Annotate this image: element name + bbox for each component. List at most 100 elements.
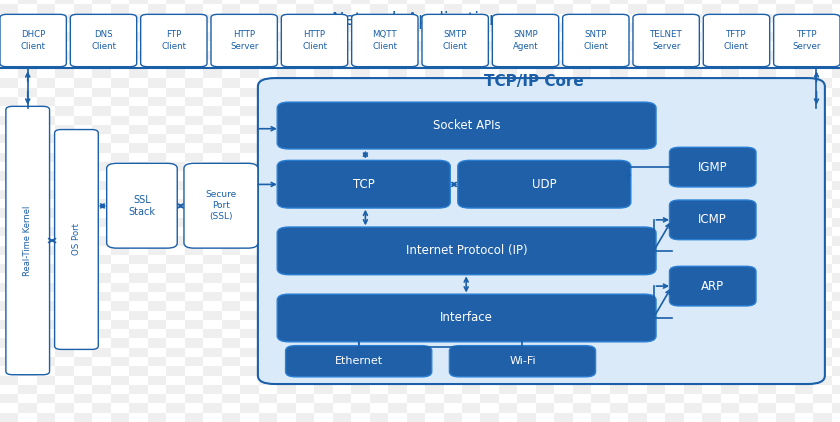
Bar	[425, 292, 444, 301]
Bar	[314, 255, 333, 264]
Bar	[702, 171, 721, 181]
Bar	[333, 394, 351, 403]
Bar	[795, 366, 813, 376]
Bar	[499, 162, 517, 171]
Bar	[203, 69, 222, 78]
Bar	[721, 385, 739, 394]
Bar	[296, 78, 314, 88]
Bar	[628, 78, 647, 88]
Bar	[591, 171, 610, 181]
Bar	[111, 41, 129, 51]
Bar	[739, 134, 758, 143]
Bar	[129, 273, 148, 283]
Bar	[222, 394, 240, 403]
Bar	[185, 134, 203, 143]
Bar	[758, 236, 776, 246]
Bar	[517, 171, 536, 181]
Bar	[776, 357, 795, 366]
Bar	[628, 338, 647, 348]
Bar	[92, 199, 111, 208]
Bar	[684, 366, 702, 376]
Bar	[462, 69, 480, 78]
Bar	[333, 134, 351, 143]
Bar	[480, 246, 499, 255]
Bar	[129, 69, 148, 78]
Bar	[74, 60, 92, 69]
Bar	[499, 218, 517, 227]
Bar	[370, 264, 388, 273]
FancyBboxPatch shape	[71, 14, 137, 67]
Bar	[55, 348, 74, 357]
Bar	[259, 301, 277, 311]
Bar	[55, 181, 74, 190]
Bar	[739, 357, 758, 366]
Bar	[74, 171, 92, 181]
Bar	[610, 69, 628, 78]
Bar	[647, 366, 665, 376]
Bar	[795, 14, 813, 23]
Bar	[647, 14, 665, 23]
Bar	[480, 283, 499, 292]
Bar	[148, 320, 166, 329]
Bar	[739, 320, 758, 329]
Bar	[129, 181, 148, 190]
Bar	[647, 403, 665, 413]
Bar	[203, 32, 222, 41]
Bar	[795, 329, 813, 338]
Bar	[573, 255, 591, 264]
Bar	[665, 246, 684, 255]
Bar	[314, 51, 333, 60]
Bar	[388, 0, 407, 4]
Bar	[222, 208, 240, 218]
Bar	[444, 376, 462, 385]
Bar	[758, 143, 776, 153]
Bar	[333, 283, 351, 292]
Bar	[832, 51, 840, 60]
Bar	[55, 311, 74, 320]
Bar	[591, 60, 610, 69]
Bar	[462, 292, 480, 301]
Bar	[832, 143, 840, 153]
Bar	[296, 283, 314, 292]
Bar	[0, 41, 18, 51]
Bar	[425, 255, 444, 264]
Bar	[739, 171, 758, 181]
Bar	[388, 14, 407, 23]
Bar	[684, 0, 702, 4]
Bar	[388, 32, 407, 41]
Bar	[628, 283, 647, 292]
Bar	[554, 264, 573, 273]
Bar	[684, 69, 702, 78]
Bar	[185, 227, 203, 236]
Bar	[832, 292, 840, 301]
Bar	[333, 320, 351, 329]
Bar	[296, 320, 314, 329]
Bar	[813, 171, 832, 181]
Bar	[351, 329, 370, 338]
Bar	[296, 376, 314, 385]
Bar	[388, 51, 407, 60]
Bar	[480, 394, 499, 403]
Bar	[18, 366, 37, 376]
Bar	[203, 143, 222, 153]
Text: Socket APIs: Socket APIs	[433, 119, 501, 132]
Bar	[665, 376, 684, 385]
Bar	[74, 264, 92, 273]
Bar	[684, 14, 702, 23]
Bar	[536, 218, 554, 227]
Bar	[758, 199, 776, 208]
Bar	[573, 311, 591, 320]
Bar	[351, 32, 370, 41]
Bar	[536, 14, 554, 23]
Bar	[240, 106, 259, 116]
Bar	[259, 320, 277, 329]
Bar	[74, 357, 92, 366]
Bar	[277, 162, 296, 171]
Text: DHCP
Client: DHCP Client	[21, 30, 45, 51]
Bar	[480, 376, 499, 385]
Bar	[185, 78, 203, 88]
Bar	[111, 60, 129, 69]
Bar	[222, 134, 240, 143]
Bar	[129, 403, 148, 413]
Bar	[591, 227, 610, 236]
